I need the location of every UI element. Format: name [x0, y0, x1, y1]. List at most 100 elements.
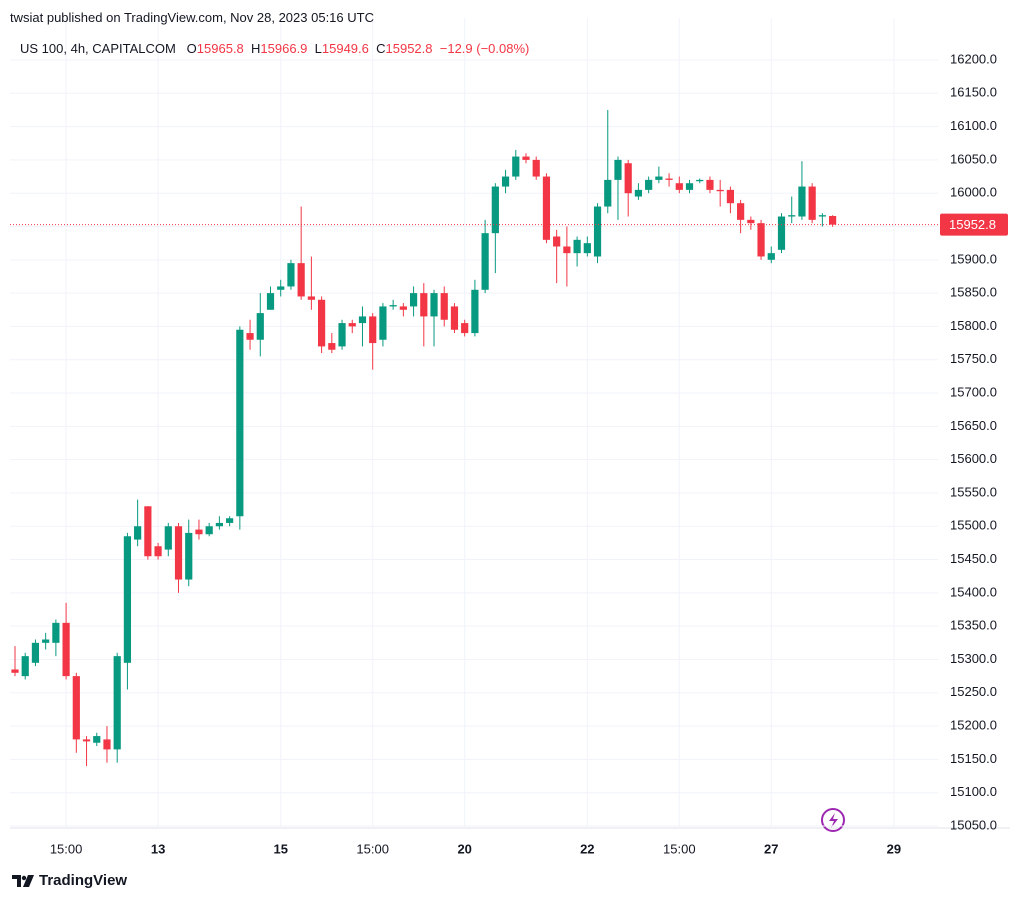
- candle-body: [113, 656, 121, 750]
- y-tick-label: 15050.0: [950, 817, 997, 832]
- candle-body: [348, 323, 356, 327]
- candle-body: [399, 306, 407, 310]
- y-tick-label: 15800.0: [950, 318, 997, 333]
- candle-body: [665, 178, 673, 180]
- candle-body: [277, 286, 285, 290]
- candle-body: [471, 289, 479, 334]
- candle-body: [491, 186, 499, 234]
- legend-label: H: [251, 41, 261, 56]
- candle-body: [501, 176, 510, 187]
- y-tick-label: 15750.0: [950, 351, 997, 366]
- candle-body: [767, 253, 775, 260]
- candle-body: [358, 316, 367, 324]
- candle-body: [11, 669, 19, 673]
- legend-value: 15965.8: [196, 41, 244, 56]
- candle-body: [614, 159, 622, 180]
- x-tick-label: 15: [273, 841, 287, 856]
- x-tick-label: 15:00: [356, 841, 389, 856]
- candle-body: [389, 305, 397, 307]
- y-tick-label: 16000.0: [950, 185, 997, 200]
- candle-body: [164, 526, 172, 550]
- candle-body: [788, 215, 796, 217]
- candle-body: [798, 186, 806, 217]
- candle-body: [747, 219, 755, 224]
- y-tick-label: 16150.0: [950, 85, 997, 100]
- candle-body: [450, 306, 459, 330]
- candle-body: [655, 176, 663, 180]
- candle-body: [82, 739, 91, 742]
- symbol-title: US 100, 4h, CAPITALCOM: [20, 41, 176, 56]
- y-tick-label: 15550.0: [950, 484, 997, 499]
- published-note: twsiat published on TradingView.com, Nov…: [10, 10, 374, 25]
- candle-body: [737, 203, 745, 220]
- candle-body: [287, 263, 295, 287]
- legend-label: C: [376, 41, 386, 56]
- candle-body: [123, 536, 132, 663]
- candle-body: [440, 293, 448, 320]
- lightning-icon[interactable]: [821, 808, 845, 832]
- legend-value: 15966.9: [260, 41, 308, 56]
- candle-body: [481, 233, 489, 290]
- x-tick-label: 20: [457, 841, 471, 856]
- brand-text: TradingView: [39, 872, 128, 889]
- candle-body: [563, 246, 571, 254]
- legend-value: 15952.8: [385, 41, 433, 56]
- candle-body: [593, 206, 602, 257]
- candle-body: [522, 156, 530, 160]
- y-tick-label: 15900.0: [950, 251, 997, 266]
- x-tick-label: 27: [764, 841, 778, 856]
- y-tick-label: 15100.0: [950, 784, 997, 799]
- candle-body: [818, 215, 826, 217]
- candle-body: [420, 293, 428, 317]
- candle-body: [624, 163, 632, 194]
- branding: TradingView: [12, 872, 127, 889]
- candle-body: [379, 306, 387, 340]
- x-tick-label: 29: [887, 841, 901, 856]
- candle-body: [532, 159, 540, 177]
- last-price-box: [940, 213, 1008, 236]
- candle-body: [716, 189, 724, 192]
- y-tick-label: 15500.0: [950, 518, 997, 533]
- legend-value: 15949.6: [321, 41, 369, 56]
- candle-body: [21, 656, 29, 677]
- y-tick-label: 15700.0: [950, 384, 997, 399]
- y-tick-label: 15200.0: [950, 718, 997, 733]
- candle-body: [307, 296, 315, 300]
- legend-label: L: [314, 41, 322, 56]
- candle-body: [685, 183, 694, 190]
- x-tick-label: 13: [151, 841, 165, 856]
- candle-body: [706, 179, 714, 190]
- candle-body: [62, 622, 70, 677]
- candle-body: [777, 216, 786, 250]
- candle-body: [52, 622, 60, 643]
- candle-body: [604, 179, 612, 207]
- candle-body: [226, 518, 234, 523]
- candle-body: [144, 506, 152, 557]
- candle-body: [696, 179, 704, 182]
- x-tick-label: 15:00: [50, 841, 83, 856]
- candle-body: [256, 313, 264, 340]
- candle-body: [72, 676, 80, 740]
- y-tick-label: 15150.0: [950, 751, 997, 766]
- candle-body: [542, 176, 551, 240]
- candle-body: [215, 522, 223, 527]
- candle-body: [573, 239, 581, 254]
- candle-body: [154, 546, 162, 557]
- y-tick-label: 16200.0: [950, 51, 997, 66]
- candle-body: [645, 179, 653, 190]
- candle-body: [583, 243, 591, 254]
- candle-body: [266, 293, 275, 310]
- candle-body: [236, 329, 244, 517]
- candle-body: [808, 186, 816, 220]
- candle-body: [318, 299, 326, 347]
- legend-change: −12.9 (−0.08%): [439, 41, 530, 56]
- y-tick-label: 15450.0: [950, 551, 997, 566]
- candle-body: [185, 532, 193, 580]
- lightning-bolt: [829, 813, 838, 828]
- candle-body: [512, 156, 520, 177]
- candle-body: [675, 183, 683, 190]
- brand-logo: [12, 874, 34, 887]
- y-tick-label: 16100.0: [950, 118, 997, 133]
